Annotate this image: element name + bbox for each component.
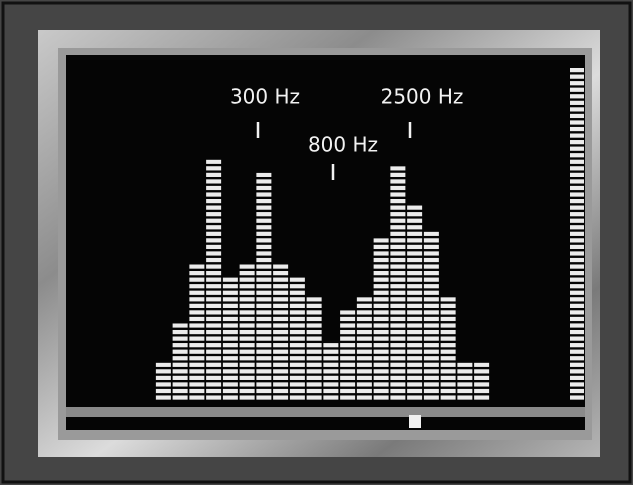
bar	[474, 363, 489, 402]
bar	[290, 278, 305, 402]
bar	[223, 278, 238, 402]
bar	[374, 238, 389, 402]
annotation-label: 2500 Hz	[381, 85, 464, 109]
page: 300 Hz800 Hz2500 Hz (() => { const data …	[0, 0, 633, 485]
bar	[173, 323, 188, 402]
bar	[323, 343, 338, 402]
slider-knob	[409, 415, 421, 428]
bar	[240, 264, 255, 402]
bar	[189, 264, 204, 402]
level-meter	[570, 68, 584, 402]
bar	[307, 297, 322, 402]
bar	[441, 297, 456, 402]
bar	[424, 232, 439, 402]
slider-rail	[66, 407, 585, 417]
bar	[256, 173, 271, 402]
screen-photo: 300 Hz 800 Hz2500 Hz	[0, 0, 633, 485]
slider-track	[66, 417, 585, 430]
bar	[340, 310, 355, 402]
bar	[357, 297, 372, 402]
annotation-label: 800 Hz	[308, 133, 378, 157]
bar	[156, 363, 171, 402]
bar	[407, 206, 422, 402]
bar	[206, 160, 221, 402]
bar	[273, 264, 288, 402]
bar	[457, 363, 472, 402]
bar	[390, 166, 405, 402]
annotation-label: 300 Hz	[230, 85, 300, 109]
